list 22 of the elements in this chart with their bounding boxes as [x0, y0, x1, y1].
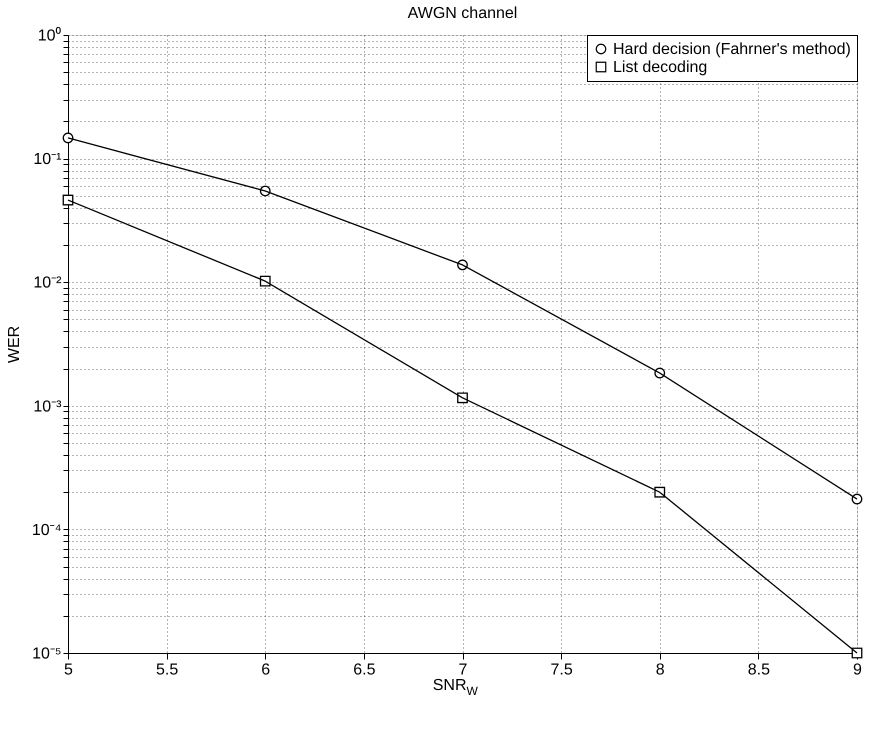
legend-label: Hard decision (Fahrner's method): [613, 41, 851, 58]
x-tick-label: 9: [853, 662, 862, 678]
x-tick-label: 6: [261, 662, 270, 678]
x-tick-label: 8: [656, 662, 665, 678]
x-tick-label: 8.5: [748, 662, 770, 678]
y-tick-label: 10⁻³: [33, 398, 62, 416]
y-tick-label: 10⁻¹: [33, 151, 62, 168]
y-tick-label: 10⁻⁴: [32, 522, 62, 539]
x-tick-label: 6.5: [353, 662, 376, 678]
x-tick-label: 7: [458, 662, 468, 678]
point: [62, 132, 74, 144]
point: [852, 494, 862, 504]
y-tick-label: 10⁰: [38, 26, 62, 44]
y-tick-label: 10⁻²: [33, 274, 62, 292]
point: [62, 194, 74, 206]
x-tick-label: 5.5: [156, 662, 178, 678]
legend-label: List decoding: [613, 59, 708, 76]
x-tick-label: 7.5: [550, 662, 573, 678]
y-axis-title: WER: [6, 326, 23, 364]
y-tick-label: 10⁻⁵: [32, 646, 62, 662]
chart-title: AWGN channel: [408, 5, 518, 22]
x-tick-label: 5: [64, 662, 74, 678]
